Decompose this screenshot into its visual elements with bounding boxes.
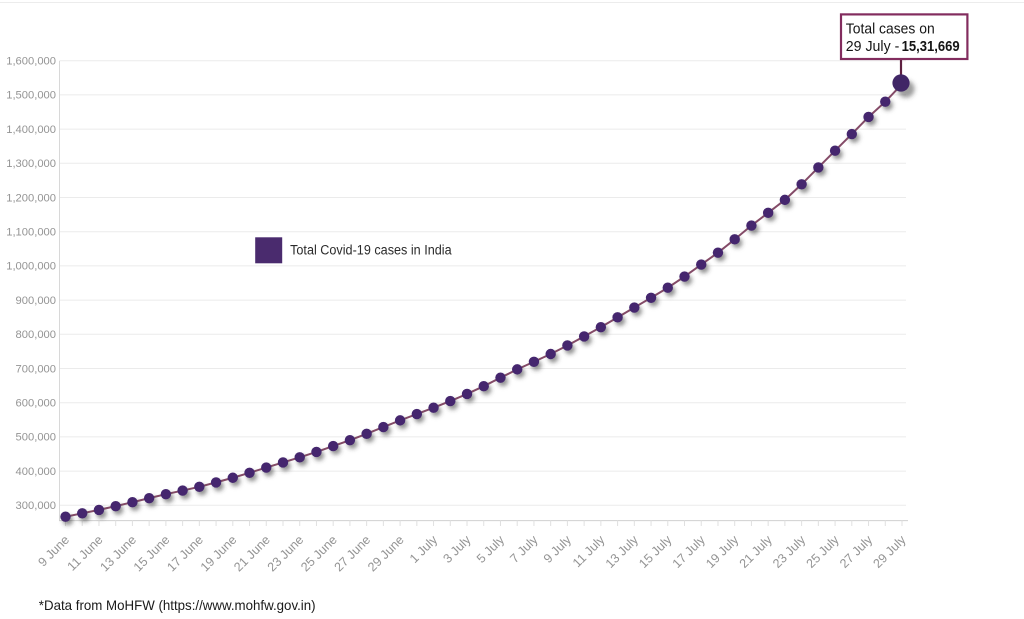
svg-text:15,31,669: 15,31,669 — [902, 38, 960, 55]
svg-text:13 July: 13 July — [603, 532, 642, 571]
svg-text:1,500,000: 1,500,000 — [6, 90, 56, 102]
svg-text:29 July: 29 July — [871, 532, 910, 571]
svg-text:Total Covid-19 cases in India: Total Covid-19 cases in India — [290, 243, 452, 258]
svg-text:1,600,000: 1,600,000 — [6, 56, 56, 68]
svg-text:1,100,000: 1,100,000 — [6, 227, 56, 239]
svg-text:1,200,000: 1,200,000 — [6, 192, 56, 204]
svg-text:19 July: 19 July — [703, 532, 742, 571]
svg-text:13 June: 13 June — [97, 533, 139, 575]
svg-text:17 June: 17 June — [164, 533, 206, 575]
svg-text:29 June: 29 June — [365, 533, 407, 575]
svg-text:1,300,000: 1,300,000 — [6, 158, 56, 170]
svg-text:1 July: 1 July — [407, 532, 441, 566]
svg-text:19 June: 19 June — [198, 533, 240, 575]
svg-text:29 July -: 29 July - — [846, 38, 900, 55]
svg-text:23 June: 23 June — [265, 533, 307, 575]
svg-text:800,000: 800,000 — [16, 329, 56, 341]
svg-text:25 June: 25 June — [298, 533, 340, 575]
svg-text:500,000: 500,000 — [16, 432, 56, 444]
svg-text:17 July: 17 July — [670, 532, 709, 571]
svg-text:700,000: 700,000 — [16, 363, 56, 375]
svg-text:300,000: 300,000 — [16, 500, 56, 512]
svg-text:27 June: 27 June — [332, 533, 374, 575]
svg-text:Total cases on: Total cases on — [846, 20, 935, 37]
svg-text:1,000,000: 1,000,000 — [6, 261, 56, 273]
svg-text:900,000: 900,000 — [16, 295, 56, 307]
svg-text:25 July: 25 July — [804, 532, 843, 571]
svg-text:400,000: 400,000 — [16, 466, 56, 478]
svg-text:21 July: 21 July — [737, 532, 776, 571]
svg-text:15 June: 15 June — [131, 533, 173, 575]
svg-text:5 July: 5 July — [474, 532, 508, 566]
svg-text:27 July: 27 July — [837, 532, 876, 571]
svg-text:23 July: 23 July — [770, 532, 809, 571]
svg-text:21 June: 21 June — [231, 533, 273, 575]
svg-text:3 July: 3 July — [440, 532, 474, 566]
svg-text:*Data from MoHFW (https://www.: *Data from MoHFW (https://www.mohfw.gov.… — [39, 598, 316, 613]
svg-text:1,400,000: 1,400,000 — [6, 124, 56, 136]
svg-text:7 July: 7 July — [507, 532, 541, 566]
svg-text:600,000: 600,000 — [16, 398, 56, 410]
svg-text:15 July: 15 July — [636, 532, 675, 571]
svg-text:11 July: 11 July — [570, 532, 608, 570]
